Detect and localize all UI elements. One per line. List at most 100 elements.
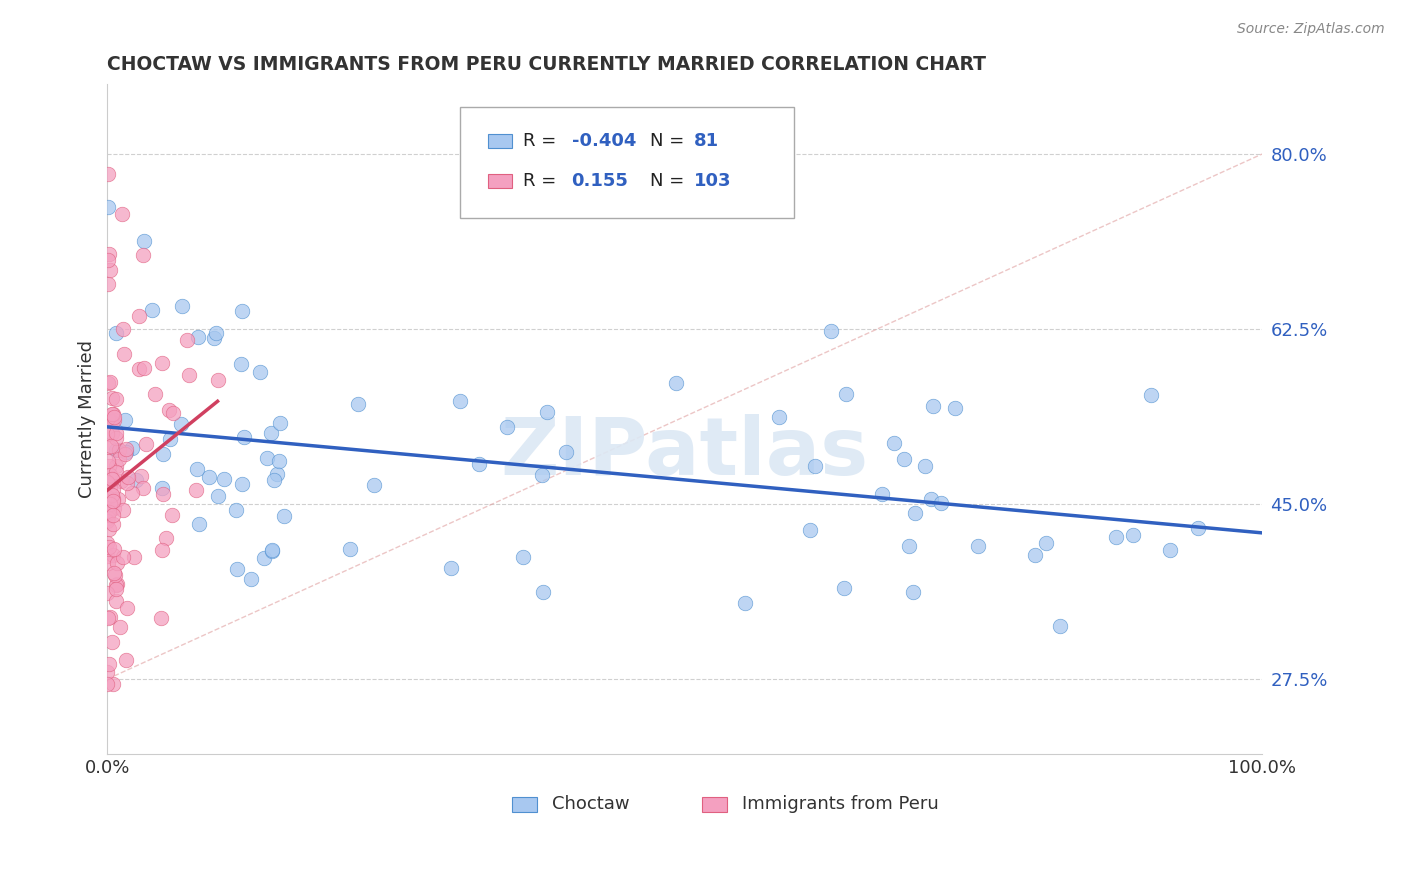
Point [104, 458, 127, 473]
Point [101, 548, 124, 562]
Point [105, 576, 128, 591]
Text: -0.404: -0.404 [572, 132, 636, 150]
Point [233, 430, 256, 444]
Point [98, 375, 121, 389]
Point [101, 508, 124, 522]
Point [1139, 387, 1161, 401]
Point [273, 508, 295, 523]
Point [1035, 535, 1057, 549]
Point [152, 447, 174, 461]
Point [929, 496, 952, 510]
Point [231, 304, 253, 318]
Point [943, 401, 966, 415]
Point [186, 462, 208, 476]
Point [186, 483, 208, 497]
Point [96, 514, 118, 528]
Point [129, 468, 152, 483]
Point [159, 432, 181, 446]
Point [104, 578, 127, 592]
Point [98, 480, 121, 494]
Point [97, 200, 120, 214]
Point [467, 457, 489, 471]
Point [98, 247, 121, 261]
Point [112, 549, 135, 564]
Point [225, 503, 247, 517]
Point [111, 322, 134, 336]
Point [98, 522, 121, 536]
Point [100, 472, 122, 486]
Point [155, 531, 177, 545]
Point [105, 556, 128, 570]
Point [101, 494, 124, 508]
Point [665, 376, 688, 390]
Point [901, 585, 924, 599]
Point [97, 556, 120, 570]
Text: N =: N = [650, 172, 690, 190]
Text: 0.155: 0.155 [572, 172, 628, 190]
Point [967, 539, 990, 553]
Text: 81: 81 [695, 132, 718, 150]
Point [96, 665, 118, 680]
Point [96, 536, 118, 550]
Point [212, 472, 235, 486]
Point [110, 620, 132, 634]
Point [267, 454, 290, 468]
Point [132, 247, 155, 261]
Text: Immigrants from Peru: Immigrants from Peru [742, 796, 939, 814]
Point [104, 392, 127, 406]
Point [114, 444, 136, 458]
Point [920, 491, 942, 506]
Point [449, 393, 471, 408]
Point [104, 431, 127, 445]
Point [101, 487, 124, 501]
Point [97, 440, 120, 454]
Point [100, 263, 122, 277]
Point [105, 326, 128, 340]
Point [100, 610, 122, 624]
Point [162, 406, 184, 420]
Point [98, 540, 121, 554]
Point [260, 544, 283, 558]
Text: CHOCTAW VS IMMIGRANTS FROM PERU CURRENTLY MARRIED CORRELATION CHART: CHOCTAW VS IMMIGRANTS FROM PERU CURRENTL… [107, 55, 987, 74]
Point [107, 491, 129, 506]
Point [225, 562, 247, 576]
Point [135, 437, 157, 451]
Point [921, 400, 943, 414]
Point [103, 492, 125, 507]
Point [555, 445, 578, 459]
Point [114, 447, 136, 461]
Point [239, 572, 262, 586]
Point [96, 585, 118, 599]
Point [101, 635, 124, 649]
Text: Choctaw: Choctaw [553, 796, 630, 814]
Point [269, 416, 291, 430]
Point [496, 420, 519, 434]
Point [883, 436, 905, 450]
Point [160, 508, 183, 523]
Point [832, 581, 855, 595]
Point [266, 467, 288, 481]
Point [97, 454, 120, 468]
Point [170, 417, 193, 432]
Point [152, 486, 174, 500]
Point [97, 252, 120, 267]
Point [150, 543, 173, 558]
Point [97, 376, 120, 390]
Point [104, 425, 127, 440]
Point [131, 481, 153, 495]
Point [103, 409, 125, 424]
Point [253, 551, 276, 566]
Point [104, 443, 127, 458]
Point [820, 324, 842, 338]
Point [111, 207, 134, 221]
Point [101, 407, 124, 421]
Point [101, 415, 124, 429]
Point [835, 386, 858, 401]
Point [1049, 619, 1071, 633]
Point [347, 397, 370, 411]
Point [904, 506, 927, 520]
Point [97, 611, 120, 625]
FancyBboxPatch shape [460, 107, 794, 218]
Point [112, 503, 135, 517]
Point [260, 425, 283, 440]
